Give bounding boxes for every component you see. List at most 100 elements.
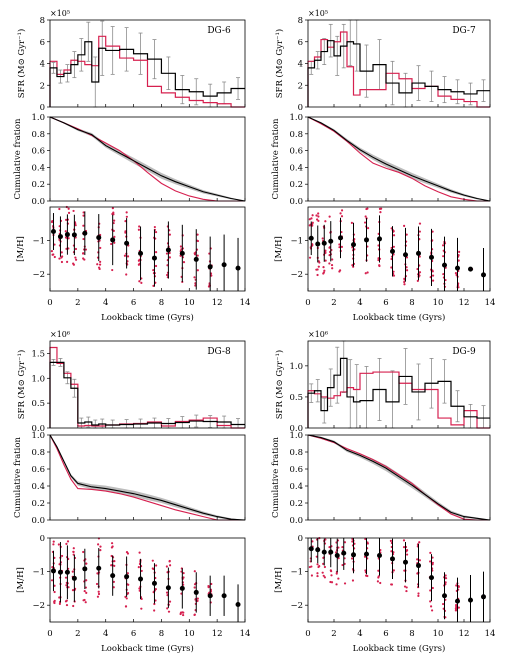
panel-dg-7-met-star-point bbox=[331, 267, 334, 270]
panel-dg-6-met-star-point bbox=[82, 211, 85, 214]
panel-dg-8-met-star-point bbox=[97, 543, 100, 546]
panel-dg-9-cum-ytick-label: 0.8 bbox=[289, 448, 303, 458]
panel-dg-8-met-star-point bbox=[140, 607, 143, 610]
panel-dg-7-met-star-point bbox=[317, 265, 320, 268]
panel-dg-6-met-star-point bbox=[64, 230, 67, 233]
panel-dg-7-met-xtick-label: 6 bbox=[383, 298, 388, 308]
panel-dg-8-met-star-point bbox=[113, 560, 116, 563]
panel-dg-8-met-star-point bbox=[65, 603, 69, 607]
panel-dg-8-met-xtick-label: 8 bbox=[159, 629, 164, 639]
panel-dg-9-met-star-point bbox=[324, 538, 327, 541]
panel-dg-6-met-xtick-label: 0 bbox=[47, 298, 52, 308]
panel-dg-8-cum-band bbox=[50, 435, 245, 520]
panel-dg-8-cum-ytick-label: 0.4 bbox=[31, 482, 45, 492]
panel-dg-7-met-star-point bbox=[318, 261, 321, 264]
panel-dg-8-sfr-ylabel: SFR (M⊙ Gyr⁻¹) bbox=[16, 350, 27, 420]
panel-dg-7-met-star-point bbox=[431, 274, 435, 277]
panel-dg-6-sfr-scale-label: ×10⁵ bbox=[50, 9, 70, 18]
panel-dg-9-met-mean-point bbox=[468, 597, 473, 603]
panel-dg-9-met-star-point bbox=[416, 572, 419, 575]
panel-dg-6-met-star-point bbox=[126, 255, 130, 258]
panel-dg-7-met-ytick-label: −2 bbox=[290, 270, 303, 280]
panel-dg-6-met-xtick-label: 2 bbox=[75, 298, 80, 308]
panel-dg-9-met-star-point bbox=[405, 589, 408, 593]
panel-dg-9-cum-axes bbox=[307, 434, 491, 521]
panel-dg-7-met-star-point bbox=[442, 255, 445, 258]
panel-dg-8-met-xtick-label: 2 bbox=[75, 629, 80, 639]
panel-dg-9-met-star-point bbox=[379, 581, 382, 585]
panel-dg-7-cum-model-line bbox=[307, 116, 490, 202]
panel-dg-6-met-star-point bbox=[113, 219, 116, 222]
panel-dg-7-met-star-point bbox=[403, 280, 406, 284]
panel-dg-9-met-star-point bbox=[337, 577, 340, 580]
panel-dg-9-met-mean-point bbox=[334, 552, 340, 558]
panel-dg-9-met-mean-point bbox=[315, 547, 321, 553]
panel-dg-8-met-star-point bbox=[165, 565, 168, 568]
panel-dg-6-met-star-point bbox=[196, 233, 199, 236]
panel-dg-6-met-xtick-label: 4 bbox=[103, 298, 108, 308]
panel-dg-6-cum-ytick-label: 0.2 bbox=[31, 180, 45, 190]
panel-dg-7-met-star-point bbox=[458, 250, 461, 253]
panel-dg-9-met-xtick-label: 0 bbox=[305, 629, 310, 639]
panel-dg-7-met-mean-point bbox=[377, 236, 382, 242]
panel-dg-6-met-star-point bbox=[65, 218, 68, 221]
panel-dg-7-title: DG-7 bbox=[452, 26, 476, 36]
panel-dg-7-met-star-point bbox=[366, 271, 369, 274]
panel-dg-9-met-star-point bbox=[454, 609, 457, 612]
panel-dg-8-met-xtick-label: 0 bbox=[47, 629, 52, 639]
panel-dg-6-met-star-point bbox=[124, 219, 127, 223]
panel-dg-8-met-mean-point bbox=[64, 569, 70, 575]
panel-dg-8-met-star-point bbox=[67, 586, 70, 589]
panel-dg-9-met-star-point bbox=[403, 569, 406, 572]
panel-dg-8-met-star-point bbox=[167, 610, 171, 613]
panel-dg-6-met-star-point bbox=[60, 260, 64, 264]
panel-dg-9-sfr-ylabel: SFR (M⊙ Gyr⁻¹) bbox=[274, 350, 285, 420]
panel-dg-8-met-star-point bbox=[137, 565, 140, 569]
panel-dg-7-cum-band bbox=[308, 117, 490, 201]
panel-dg-6-met-mean-point bbox=[179, 250, 185, 256]
panel-dg-9-met-star-point bbox=[323, 565, 326, 569]
panel-dg-6-met-mean-point bbox=[207, 264, 213, 270]
panel-dg-6-xlabel: Lookback time (Gyrs) bbox=[101, 312, 194, 323]
panel-dg-6-met-star-point bbox=[82, 237, 85, 241]
panel-dg-7-met-star-point bbox=[340, 209, 344, 212]
panel-dg-6-met-star-point bbox=[82, 224, 85, 227]
panel-dg-8-met-mean-point bbox=[151, 580, 157, 586]
panel-dg-6-met-ytick-label: −2 bbox=[32, 270, 45, 280]
panel-dg-9-met-mean-point bbox=[455, 598, 460, 604]
panel-dg-7-met-xtick-label: 12 bbox=[459, 298, 470, 308]
panel-dg-8-cum-ytick-label: 0.2 bbox=[31, 499, 45, 509]
panel-dg-7-met-mean-point bbox=[390, 248, 395, 254]
panel-dg-6-met-star-point bbox=[168, 233, 171, 236]
panel-dg-8-met-mean-point bbox=[235, 602, 241, 608]
panel-dg-7-sfr-ytick-label: 2 bbox=[298, 81, 303, 91]
panel-dg-9-met-star-point bbox=[351, 540, 354, 543]
panel-dg-6-met-mean-point bbox=[64, 232, 70, 238]
panel-dg-7-met-star-point bbox=[390, 266, 393, 269]
panel-dg-6-met-star-point bbox=[99, 260, 102, 263]
panel-dg-8-met-star-point bbox=[53, 584, 56, 587]
panel-dg-8-met-star-point bbox=[95, 582, 99, 586]
panel-dg-6-met-star-point bbox=[96, 263, 99, 266]
panel-dg-8-sfr-ytick-label: 0.5 bbox=[31, 399, 45, 409]
panel-dg-8-met-star-point bbox=[72, 547, 75, 550]
panel-dg-8-met-star-point bbox=[124, 605, 128, 608]
panel-dg-7-met-star-point bbox=[315, 214, 318, 217]
panel-dg-8-met-star-point bbox=[99, 545, 102, 548]
panel-dg-9-met-mean-point bbox=[341, 550, 347, 556]
panel-dg-6-sfr-ytick-label: 0 bbox=[40, 103, 45, 113]
panel-dg-7-met-star-point bbox=[317, 215, 320, 218]
panel-dg-9-met-mean-point bbox=[377, 552, 382, 558]
panel-dg-9-cum-ytick-label: 0.0 bbox=[289, 516, 303, 526]
panel-dg-9-met-star-point bbox=[323, 576, 326, 579]
panel-dg-6-sfr-ytick-label: 4 bbox=[40, 60, 45, 70]
panel-dg-8-met-star-point bbox=[50, 579, 54, 582]
panel-dg-9-met-star-point bbox=[328, 546, 331, 549]
panel-dg-6-met-star-point bbox=[74, 258, 78, 261]
panel-dg-9-met-mean-point bbox=[308, 546, 314, 552]
panel-dg-9-met-star-point bbox=[455, 584, 458, 587]
panel-dg-8-met-star-point bbox=[111, 545, 114, 548]
panel-dg-7-met-star-point bbox=[366, 227, 370, 230]
panel-dg-6-met-star-point bbox=[67, 207, 70, 210]
panel-dg-9-met-star-point bbox=[441, 602, 445, 606]
